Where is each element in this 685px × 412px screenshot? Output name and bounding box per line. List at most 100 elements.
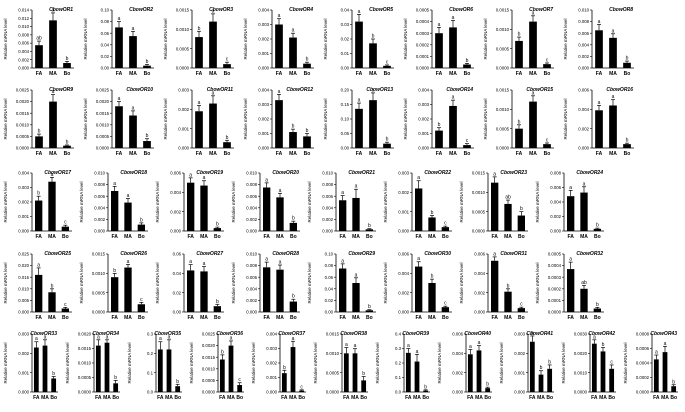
- x-tick-label: FA: [491, 234, 498, 240]
- bar-FA: [339, 200, 347, 231]
- y-tick-label: 0.4: [395, 332, 402, 337]
- x-tick-label: Bo: [518, 234, 525, 240]
- significance-letter: a: [452, 15, 455, 21]
- significance-letter: a: [355, 272, 358, 278]
- y-tick-label: 0.0010: [496, 27, 510, 32]
- x-tick-label: MA: [449, 151, 457, 157]
- x-tick-label: FA: [415, 234, 422, 240]
- y-axis-label: Relative mRNA level: [231, 262, 236, 303]
- bar-MA: [352, 353, 358, 392]
- panel-title: CbowOR5: [369, 7, 393, 13]
- bar-FA: [415, 188, 423, 231]
- x-tick-label: Bo: [384, 151, 391, 157]
- bar-MA: [449, 105, 457, 148]
- significance-letter: a: [407, 343, 410, 349]
- y-tick-label: 0.000: [398, 229, 409, 234]
- bar-MA: [290, 347, 296, 392]
- bar-Bo: [299, 390, 305, 392]
- significance-letter: b: [438, 122, 441, 128]
- bar-Bo: [383, 65, 391, 68]
- significance-letter: c: [546, 137, 549, 143]
- x-tick-label: Bo: [442, 234, 449, 240]
- y-tick-label: 0.002: [18, 200, 29, 205]
- y-tick-label: 0.006: [322, 194, 333, 199]
- significance-letter: c: [64, 302, 67, 308]
- significance-letter: b: [362, 371, 365, 377]
- panel-CbowOR39: Relative mRNA level 0.0 0.1 0.2 0.3 0.4 CbowOR…: [375, 331, 430, 401]
- bar-Bo: [441, 227, 449, 231]
- y-tick-label: 0.0008: [636, 332, 650, 337]
- bar-Bo: [365, 310, 373, 312]
- x-tick-label: Bo: [594, 234, 601, 240]
- significance-letter: a: [159, 336, 162, 342]
- x-tick-label: MA: [475, 395, 483, 401]
- significance-letter: b: [596, 302, 599, 308]
- y-tick-label: 0.0000: [16, 146, 30, 151]
- y-tick-label: 0.004: [550, 200, 561, 205]
- x-tick-label: FA: [263, 234, 270, 240]
- y-tick-label: 0.003: [418, 102, 429, 107]
- y-tick-label: 0.008: [246, 263, 257, 268]
- panel-title: CbowOR25: [44, 251, 71, 257]
- bar-Bo: [671, 386, 677, 392]
- x-tick-label: Bo: [62, 234, 69, 240]
- y-tick-label: 0.06: [101, 31, 110, 36]
- y-tick-label: 0.0004: [636, 361, 650, 366]
- significance-letter: b: [672, 379, 675, 385]
- x-tick-label: Bo: [214, 234, 221, 240]
- x-tick-label: MA: [609, 71, 617, 77]
- y-tick-label: 0.02: [325, 298, 334, 303]
- y-tick-label: 0.010: [578, 8, 589, 13]
- y-tick-label: 0.004: [578, 107, 589, 112]
- bar-FA: [115, 27, 123, 68]
- x-tick-label: Bo: [366, 315, 373, 321]
- panel-title: CbowOR32: [576, 251, 603, 257]
- y-tick-label: 0.0000: [326, 390, 340, 395]
- x-tick-label: MA: [227, 395, 235, 401]
- panel-CbowOR21: Relative mRNA level 0.000 0.002 0.004 0.006 0…: [307, 170, 376, 240]
- significance-letter: a: [203, 175, 206, 181]
- x-tick-label: FA: [187, 315, 194, 321]
- x-tick-label: MA: [49, 151, 57, 157]
- significance-letter: c: [466, 138, 469, 144]
- y-axis-label: Relative mRNA level: [403, 98, 408, 139]
- panel-CbowOR23: Relative mRNA level 0.0000 0.0005 0.0010 0.0…: [459, 170, 528, 240]
- y-tick-label: 0.10: [101, 8, 110, 13]
- y-tick-label: 0.0005: [548, 252, 562, 257]
- panel-title: CbowOR12: [286, 87, 313, 93]
- bar-MA: [476, 350, 482, 392]
- panel-CbowOR38: Relative mRNA level 0.0000 0.0005 0.0010 0.0…: [313, 331, 368, 401]
- bar-FA: [35, 200, 43, 231]
- y-tick-label: 0.004: [258, 8, 269, 13]
- y-tick-label: 0.0: [147, 390, 154, 395]
- significance-letter: a: [493, 251, 496, 257]
- significance-letter: a: [372, 87, 375, 93]
- x-tick-label: MA: [276, 234, 284, 240]
- significance-letter: a: [278, 89, 281, 95]
- y-tick-label: 0.0005: [496, 46, 510, 51]
- x-tick-label: FA: [339, 315, 346, 321]
- significance-letter: a: [278, 13, 281, 19]
- significance-letter: c: [226, 57, 229, 63]
- y-tick-label: 0.008: [550, 171, 561, 176]
- significance-letter: b: [216, 222, 219, 228]
- x-tick-label: Bo: [546, 395, 553, 401]
- y-axis-label: Relative mRNA level: [375, 342, 380, 383]
- bar-Bo: [485, 388, 491, 392]
- y-axis-label: Relative mRNA level: [251, 342, 256, 383]
- y-tick-label: 0.002: [18, 351, 29, 356]
- x-tick-label: Bo: [464, 71, 471, 77]
- y-axis-label: Relative mRNA level: [383, 262, 388, 303]
- bar-MA: [228, 345, 234, 392]
- bar-FA: [355, 108, 363, 148]
- x-tick-label: FA: [516, 71, 523, 77]
- panel-title: CbowOR36: [216, 331, 243, 337]
- panel-title: CbowOR19: [196, 170, 223, 176]
- bar-FA: [515, 40, 523, 68]
- x-tick-label: Bo: [50, 395, 57, 401]
- x-tick-label: MA: [352, 315, 360, 321]
- bar-Bo: [547, 368, 553, 392]
- bar-Bo: [517, 215, 525, 231]
- x-tick-label: Bo: [64, 71, 71, 77]
- y-tick-label: 0.000: [170, 229, 181, 234]
